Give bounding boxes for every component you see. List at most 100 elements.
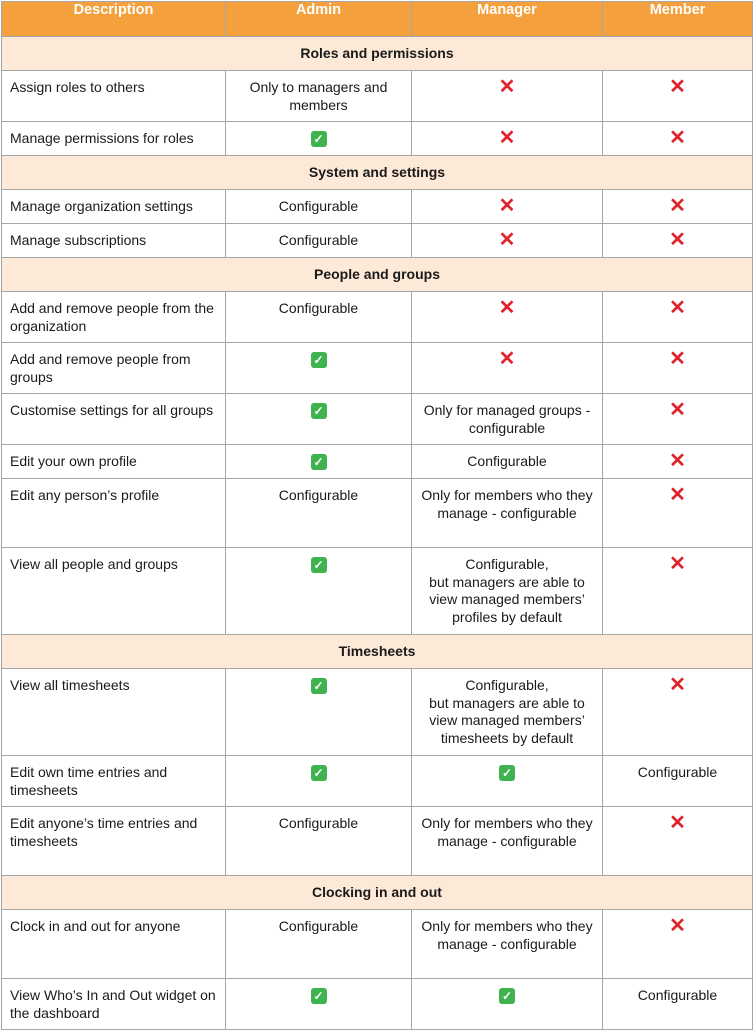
green-check-icon: ✓ <box>310 131 327 147</box>
member-cell: ✕ <box>602 393 753 445</box>
table-row: Clock in and out for anyone Configurable O… <box>1 909 753 979</box>
table-row: View all timesheets ✓ Configurable, but man… <box>1 668 753 756</box>
table-row: View Who’s In and Out widget on the dash… <box>1 978 753 1030</box>
member-cell: ✕ <box>602 909 753 979</box>
admin-cell: ✓ <box>225 755 412 807</box>
table-row: Manage permissions for roles ✓ ✕ ✕ <box>1 121 753 156</box>
red-cross-icon: ✕ <box>498 127 516 149</box>
member-cell: Configurable <box>602 755 753 807</box>
manager-cell: Configurable <box>411 444 603 479</box>
red-cross-icon: ✕ <box>669 399 686 421</box>
green-check-icon: ✓ <box>310 988 327 1004</box>
green-check-icon: ✓ <box>310 403 327 419</box>
admin-cell: ✓ <box>225 668 412 756</box>
description-cell: Edit your own profile <box>1 444 226 479</box>
description-cell: Edit any person’s profile <box>1 478 226 548</box>
manager-cell: ✓ <box>411 978 603 1030</box>
table-body: Roles and permissions Assign roles to oth… <box>1 36 753 1030</box>
admin-cell: Configurable <box>225 478 412 548</box>
manager-cell: ✕ <box>411 291 603 343</box>
section-header-row: System and settings <box>1 155 753 190</box>
section-title: System and settings <box>1 155 753 190</box>
description-cell: Manage subscriptions <box>1 223 226 258</box>
admin-cell: ✓ <box>225 342 412 394</box>
description-cell: Assign roles to others <box>1 70 226 122</box>
manager-cell: Configurable, but managers are able to vi… <box>411 668 603 756</box>
red-cross-icon: ✕ <box>669 674 686 696</box>
column-header-member: Member <box>602 1 753 37</box>
member-cell: ✕ <box>602 291 753 343</box>
red-cross-icon: ✕ <box>669 195 686 217</box>
manager-cell: Only for members who they manage - confi… <box>411 909 603 979</box>
admin-cell: Configurable <box>225 223 412 258</box>
table-row: Edit any person’s profile Configurable Onl… <box>1 478 753 548</box>
column-header-description: Description <box>1 1 226 37</box>
table-row: Add and remove people from groups ✓ ✕ ✕ <box>1 342 753 394</box>
admin-cell: Only to managers and members <box>225 70 412 122</box>
green-check-icon: ✓ <box>499 765 515 781</box>
section-title: People and groups <box>1 257 753 292</box>
manager-cell: ✕ <box>411 121 603 156</box>
manager-cell: ✕ <box>411 189 603 224</box>
manager-cell: Configurable, but managers are able to vi… <box>411 547 603 635</box>
table-row: Edit your own profile ✓ Configurable ✕ <box>1 444 753 479</box>
section-header-row: Clocking in and out <box>1 875 753 910</box>
member-cell: ✕ <box>602 121 753 156</box>
section-title: Roles and permissions <box>1 36 753 71</box>
manager-cell: ✓ <box>411 755 603 807</box>
red-cross-icon: ✕ <box>669 76 686 98</box>
member-cell: ✕ <box>602 668 753 756</box>
table-row: Manage organization settings Configurable… <box>1 189 753 224</box>
table-row: Edit anyone’s time entries and timesheet… <box>1 806 753 876</box>
description-cell: Customise settings for all groups <box>1 393 226 445</box>
section-header-row: People and groups <box>1 257 753 292</box>
column-header-manager: Manager <box>411 1 603 37</box>
red-cross-icon: ✕ <box>498 348 516 370</box>
red-cross-icon: ✕ <box>498 229 516 251</box>
table-row: Customise settings for all groups ✓ Only f… <box>1 393 753 445</box>
manager-cell: Only for managed groups - configurable <box>411 393 603 445</box>
green-check-icon: ✓ <box>310 352 327 368</box>
green-check-icon: ✓ <box>310 765 327 781</box>
description-cell: Add and remove people from groups <box>1 342 226 394</box>
section-title: Clocking in and out <box>1 875 753 910</box>
description-cell: Edit anyone’s time entries and timesheet… <box>1 806 226 876</box>
green-check-icon: ✓ <box>310 678 327 694</box>
red-cross-icon: ✕ <box>669 553 686 575</box>
table-row: View all people and groups ✓ Configurable,… <box>1 547 753 635</box>
table-row: Manage subscriptions Configurable ✕ ✕ <box>1 223 753 258</box>
admin-cell: Configurable <box>225 909 412 979</box>
member-cell: Configurable <box>602 978 753 1030</box>
red-cross-icon: ✕ <box>669 484 686 506</box>
red-cross-icon: ✕ <box>669 127 686 149</box>
description-cell: Clock in and out for anyone <box>1 909 226 979</box>
red-cross-icon: ✕ <box>669 297 686 319</box>
red-cross-icon: ✕ <box>498 76 516 98</box>
member-cell: ✕ <box>602 70 753 122</box>
description-cell: Add and remove people from the organizat… <box>1 291 226 343</box>
member-cell: ✕ <box>602 444 753 479</box>
red-cross-icon: ✕ <box>669 348 686 370</box>
description-cell: View all people and groups <box>1 547 226 635</box>
member-cell: ✕ <box>602 478 753 548</box>
manager-cell: Only for members who they manage - confi… <box>411 806 603 876</box>
admin-cell: ✓ <box>225 547 412 635</box>
manager-cell: ✕ <box>411 70 603 122</box>
green-check-icon: ✓ <box>499 988 515 1004</box>
table-header-row: Description Admin Manager Member <box>1 1 753 37</box>
admin-cell: ✓ <box>225 393 412 445</box>
member-cell: ✕ <box>602 547 753 635</box>
member-cell: ✕ <box>602 806 753 876</box>
admin-cell: ✓ <box>225 444 412 479</box>
table-row: Add and remove people from the organizat… <box>1 291 753 343</box>
green-check-icon: ✓ <box>310 557 327 573</box>
column-header-admin: Admin <box>225 1 412 37</box>
manager-cell: Only for members who they manage - confi… <box>411 478 603 548</box>
red-cross-icon: ✕ <box>498 297 516 319</box>
red-cross-icon: ✕ <box>498 195 516 217</box>
green-check-icon: ✓ <box>310 454 327 470</box>
section-header-row: Timesheets <box>1 634 753 669</box>
red-cross-icon: ✕ <box>669 915 686 937</box>
red-cross-icon: ✕ <box>669 812 686 834</box>
